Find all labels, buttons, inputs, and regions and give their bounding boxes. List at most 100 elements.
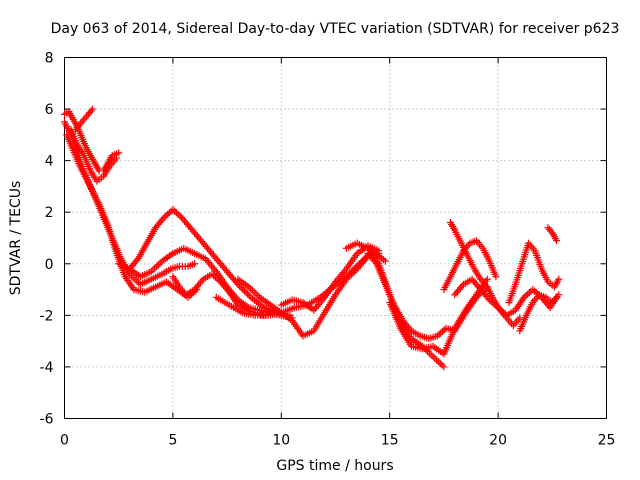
data-point: [357, 258, 365, 266]
series-track-19: [516, 291, 563, 335]
series-track-4: [71, 105, 97, 134]
data-point: [440, 363, 448, 371]
data-point: [239, 285, 247, 293]
series-track-18: [505, 239, 563, 306]
data-point: [191, 260, 199, 268]
x-tick-label: 25: [598, 433, 616, 449]
series-track-15: [446, 219, 524, 330]
data-point: [344, 271, 352, 279]
data-point: [555, 291, 563, 299]
x-axis-label: GPS time / hours: [276, 458, 393, 474]
data-point: [115, 149, 123, 157]
data-point: [547, 227, 555, 235]
data-point: [87, 107, 95, 115]
data-point: [438, 361, 446, 369]
data-point: [492, 273, 500, 281]
data-point: [153, 262, 161, 270]
x-tick-label: 20: [489, 433, 507, 449]
data-point: [381, 257, 389, 265]
x-tick-label: 5: [168, 433, 177, 449]
data-point: [354, 261, 362, 269]
data-point: [135, 279, 143, 287]
data-point: [427, 351, 435, 359]
data-point: [355, 260, 363, 268]
data-point: [198, 277, 206, 285]
data-point: [171, 207, 179, 215]
y-tick-label: -2: [40, 308, 54, 324]
y-tick-label: 6: [45, 102, 54, 118]
data-point: [555, 275, 563, 283]
data-point: [250, 288, 258, 296]
data-point: [350, 265, 358, 273]
data-point: [176, 212, 184, 220]
data-point: [431, 354, 439, 362]
series-track-16: [440, 237, 500, 294]
data-point: [248, 286, 256, 294]
y-tick-label: 2: [45, 205, 54, 221]
data-point: [360, 255, 368, 263]
grid-layer: [64, 57, 607, 419]
x-tick-label: 10: [272, 433, 290, 449]
data-point: [159, 215, 167, 223]
data-point: [352, 263, 360, 271]
data-point: [525, 289, 533, 297]
data-point: [151, 264, 159, 272]
x-tick-label: 0: [60, 433, 69, 449]
data-point: [458, 282, 466, 290]
data-layer: [61, 105, 563, 371]
data-point: [154, 261, 162, 269]
data-point: [484, 294, 492, 302]
data-point: [553, 237, 561, 245]
data-point: [429, 353, 437, 361]
y-axis-label: SDTVAR / TECUs: [8, 181, 24, 296]
data-point: [244, 290, 252, 298]
data-point: [172, 209, 180, 217]
data-point: [209, 264, 217, 272]
data-point: [434, 358, 442, 366]
chart-title: Day 063 of 2014, Sidereal Day-to-day VTE…: [51, 21, 620, 37]
data-point: [89, 105, 97, 113]
data-point: [240, 287, 248, 295]
data-point: [342, 273, 350, 281]
data-point: [224, 286, 232, 294]
data-point: [371, 258, 379, 266]
data-point: [165, 209, 173, 217]
data-point: [406, 325, 414, 333]
data-point: [113, 154, 121, 162]
data-point: [433, 356, 441, 364]
data-point: [206, 260, 214, 268]
y-tick-label: -4: [40, 360, 54, 376]
data-point: [375, 247, 383, 255]
data-point: [531, 287, 539, 295]
data-point: [347, 268, 355, 276]
data-point: [242, 288, 250, 296]
y-tick-label: 4: [45, 154, 54, 170]
data-point: [311, 304, 319, 312]
y-tick-label: -6: [40, 412, 54, 428]
data-point: [440, 326, 448, 334]
data-point: [133, 256, 141, 264]
data-point: [359, 257, 367, 265]
data-point: [252, 290, 260, 298]
tick-layer: 0 5 10 15 20 25 -6 -4 -2 0 2 4 6 8: [40, 51, 616, 449]
data-point: [529, 286, 537, 294]
y-tick-label: 8: [45, 51, 54, 67]
data-point: [205, 258, 213, 266]
data-point: [437, 329, 445, 337]
data-point: [436, 359, 444, 367]
series-track-6: [126, 206, 294, 319]
series-track-5: [67, 126, 121, 185]
data-point: [483, 275, 491, 283]
series-track-11: [277, 242, 383, 314]
series-track-20: [544, 224, 561, 245]
y-tick-label: 0: [45, 257, 54, 273]
x-tick-label: 15: [381, 433, 399, 449]
data-point: [162, 212, 170, 220]
plot-frame: [64, 57, 607, 419]
data-point: [346, 269, 354, 277]
series-track-14: [386, 275, 491, 358]
data-point: [524, 290, 532, 298]
data-point: [245, 292, 253, 300]
data-point: [349, 266, 357, 274]
